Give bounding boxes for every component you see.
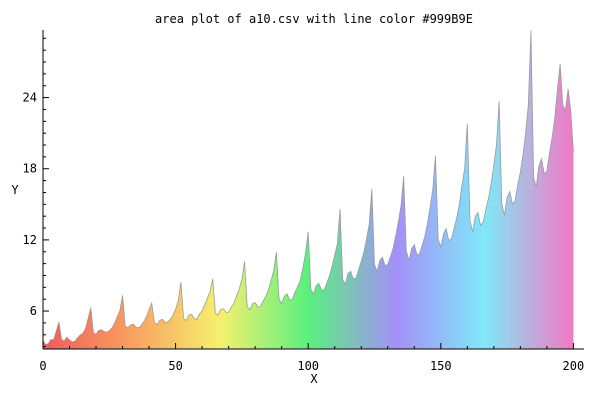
y-tick-label: 18 xyxy=(23,162,37,176)
y-axis-ticks: 6 12 18 24 xyxy=(23,37,49,348)
x-tick-label: 200 xyxy=(563,359,585,373)
y-tick-label: 24 xyxy=(23,91,37,105)
x-tick-label: 100 xyxy=(297,359,319,373)
y-tick-label: 12 xyxy=(23,233,37,247)
x-axis-label: X xyxy=(310,372,318,386)
area-series-line xyxy=(42,30,574,345)
y-axis-label: Y xyxy=(11,183,19,197)
y-tick-label: 6 xyxy=(30,304,37,318)
x-tick-label: 150 xyxy=(430,359,452,373)
area-fill xyxy=(43,30,574,350)
x-axis-ticks: 0 50 100 150 200 xyxy=(39,343,584,373)
chart-title: area plot of a10.csv with line color #99… xyxy=(155,12,473,26)
x-tick-label: 0 xyxy=(39,359,46,373)
x-tick-label: 50 xyxy=(168,359,182,373)
